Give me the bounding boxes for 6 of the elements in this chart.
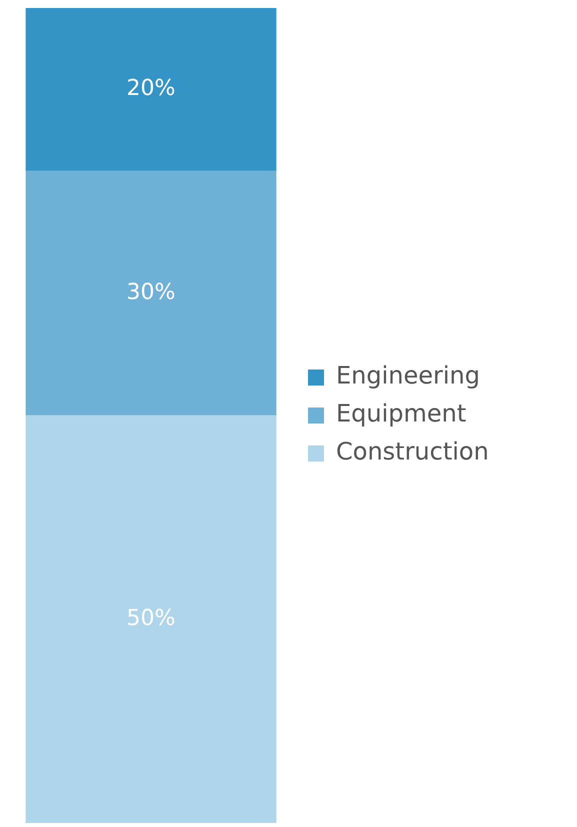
legend-label: Construction: [336, 438, 489, 466]
legend-label: Equipment: [336, 400, 466, 428]
data-label: 20%: [126, 76, 176, 102]
data-label: 30%: [126, 280, 176, 305]
data-label: 50%: [126, 606, 176, 631]
legend-label: Engineering: [336, 362, 480, 390]
